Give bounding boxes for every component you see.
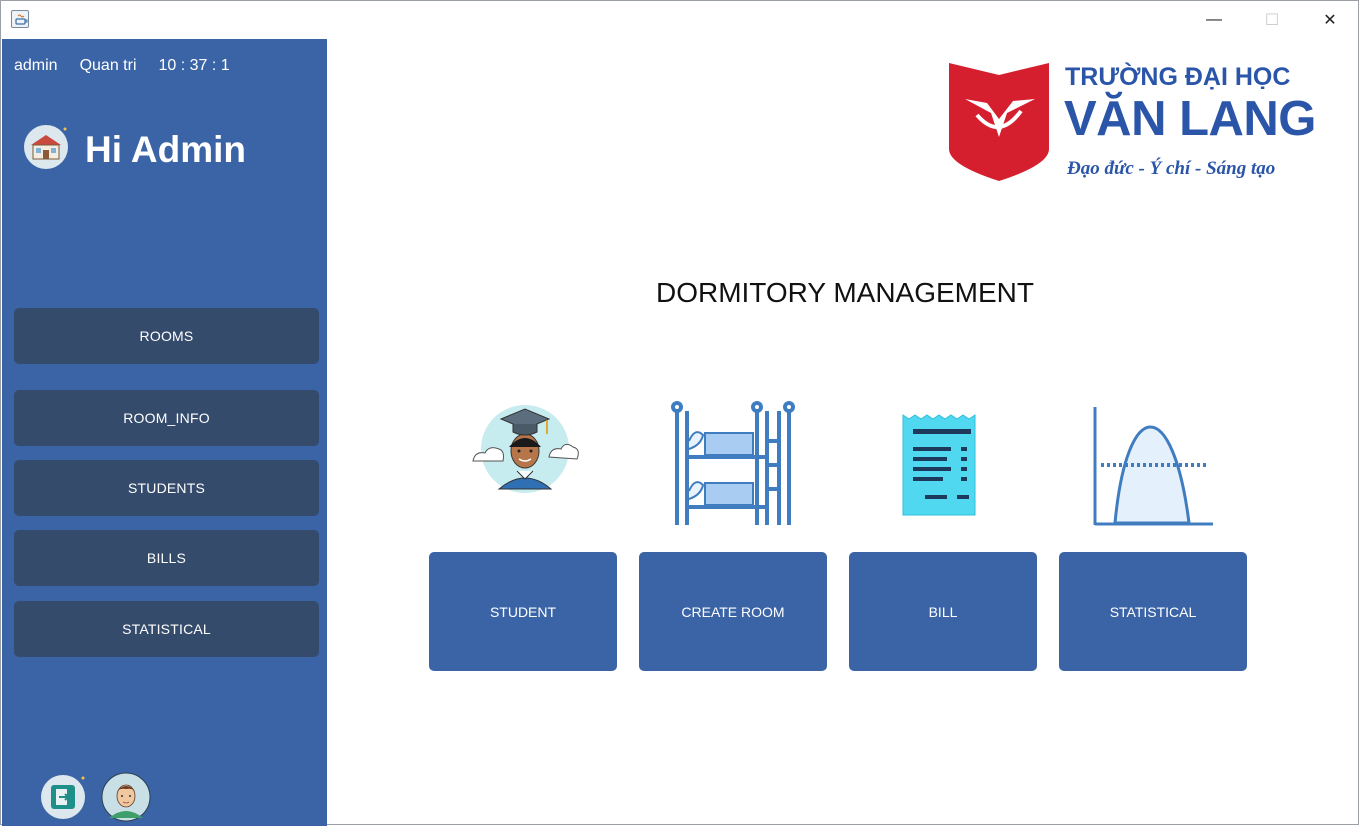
- student-button[interactable]: STUDENT: [429, 552, 617, 671]
- logout-icon[interactable]: [39, 773, 87, 821]
- house-icon: [22, 123, 70, 171]
- nav-students-button[interactable]: STUDENTS: [14, 460, 319, 516]
- clock-label: 10 : 37 : 1: [158, 57, 230, 74]
- nav-rooms-button[interactable]: ROOMS: [14, 308, 319, 364]
- user-avatar-icon[interactable]: [101, 772, 151, 822]
- nav-room-info-button[interactable]: ROOM_INFO: [14, 390, 319, 446]
- bell-curve-chart-icon: [1091, 405, 1215, 529]
- logo-line-2: VĂN LANG: [1064, 92, 1316, 146]
- nav-statistical-button[interactable]: STATISTICAL: [14, 601, 319, 657]
- session-info: admin Quan tri 10 : 37 : 1: [14, 57, 230, 77]
- logo-line-1: TRƯỜNG ĐẠI HỌC: [1065, 63, 1291, 91]
- sidebar: admin Quan tri 10 : 37 : 1 Hi Admin ROOM…: [2, 39, 327, 826]
- minimize-button[interactable]: —: [1206, 10, 1222, 28]
- java-app-icon: [11, 10, 29, 28]
- page-title: DORMITORY MANAGEMENT: [655, 277, 1035, 308]
- greeting-title: Hi Admin: [85, 129, 247, 170]
- logo-motto: Đạo đức - Ý chí - Sáng tạo: [1067, 158, 1276, 179]
- receipt-icon: [899, 411, 1023, 535]
- username-label: admin: [14, 57, 58, 74]
- role-label: Quan tri: [79, 57, 137, 74]
- statistical-button[interactable]: STATISTICAL: [1059, 552, 1247, 671]
- close-button[interactable]: ✕: [1323, 11, 1337, 29]
- graduate-student-icon: [463, 399, 587, 523]
- maximize-button[interactable]: ☐: [1264, 11, 1280, 29]
- bunk-bed-icon: [671, 401, 795, 525]
- title-bar: — ☐ ✕: [1, 1, 1358, 38]
- create-room-button[interactable]: CREATE ROOM: [639, 552, 827, 671]
- van-lang-shield-icon: [949, 63, 1049, 181]
- bill-button[interactable]: BILL: [849, 552, 1037, 671]
- nav-bills-button[interactable]: BILLS: [14, 530, 319, 586]
- university-logo: TRƯỜNG ĐẠI HỌC VĂN LANG Đạo đức - Ý chí …: [947, 61, 1317, 186]
